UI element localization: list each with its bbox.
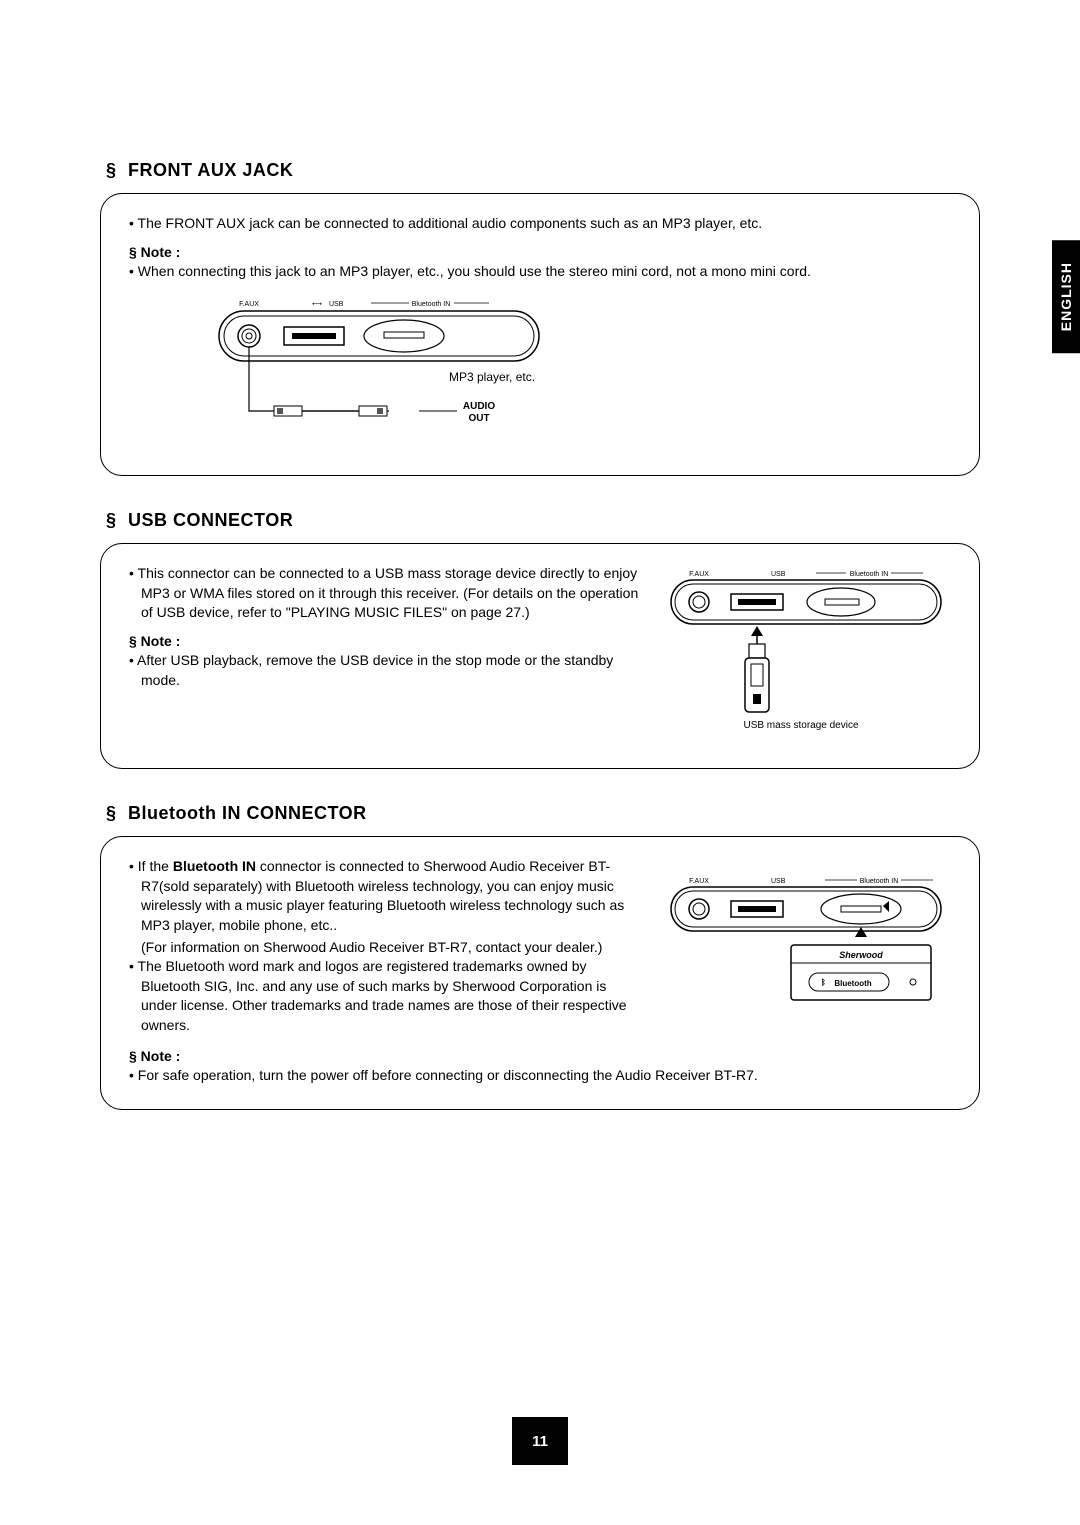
usb-device-label: USB mass storage device xyxy=(743,720,858,731)
bt-b1-pre: If the xyxy=(138,858,173,874)
section-title-text: USB CONNECTOR xyxy=(128,510,293,530)
section-title-bt: § Bluetooth IN CONNECTOR xyxy=(106,803,980,824)
section-title-text: FRONT AUX JACK xyxy=(128,160,293,180)
bt-note-text: For safe operation, turn the power off b… xyxy=(129,1066,951,1086)
bt-logo-text: Bluetooth xyxy=(834,979,871,988)
audio-out-2: OUT xyxy=(468,413,489,424)
usb-box: This connector can be connected to a USB… xyxy=(100,543,980,769)
page-container: ENGLISH § FRONT AUX JACK The FRONT AUX j… xyxy=(0,0,1080,1110)
usb-note-text: After USB playback, remove the USB devic… xyxy=(129,651,641,690)
section-marker-icon: § xyxy=(106,160,117,180)
label-faux: F.AUX xyxy=(239,301,259,308)
label-usb2: USB xyxy=(771,571,786,578)
usb-note-label: § Note : xyxy=(129,633,641,649)
section-title-aux: § FRONT AUX JACK xyxy=(106,160,980,181)
usb-diagram: F.AUX USB Bluetooth IN xyxy=(661,564,951,744)
label-usb: USB xyxy=(329,301,344,308)
usb-bullet: This connector can be connected to a USB… xyxy=(129,564,641,623)
section-marker-icon: § xyxy=(106,510,117,530)
label-bt3: Bluetooth IN xyxy=(860,878,899,885)
brand-label: Sherwood xyxy=(839,950,883,960)
aux-diagram: F.AUX USB ⟷ Bluetooth IN xyxy=(129,291,951,451)
svg-text:⟷: ⟷ xyxy=(312,301,322,308)
section-title-usb: § USB CONNECTOR xyxy=(106,510,980,531)
aux-box: The FRONT AUX jack can be connected to a… xyxy=(100,193,980,476)
svg-text:ᛒ: ᛒ xyxy=(821,978,826,987)
section-marker-icon: § xyxy=(106,803,117,823)
bt-b1-bold: Bluetooth IN xyxy=(173,858,256,874)
section-title-text: Bluetooth IN CONNECTOR xyxy=(128,803,367,823)
label-bt2: Bluetooth IN xyxy=(850,571,889,578)
aux-bullet: The FRONT AUX jack can be connected to a… xyxy=(129,214,951,234)
bt-note-label: § Note : xyxy=(129,1048,951,1064)
bt-bullet1-paren: (For information on Sherwood Audio Recei… xyxy=(129,938,641,958)
page-footer: 11 xyxy=(0,1417,1080,1465)
bt-bullet2: The Bluetooth word mark and logos are re… xyxy=(129,957,641,1035)
page-number: 11 xyxy=(512,1417,568,1465)
bt-bullet1: If the Bluetooth IN connector is connect… xyxy=(129,857,641,935)
aux-note-text: When connecting this jack to an MP3 play… xyxy=(129,262,951,282)
bt-diagram: F.AUX USB Bluetooth IN Sherwood xyxy=(661,857,951,1027)
language-tab: ENGLISH xyxy=(1052,240,1080,353)
label-faux2: F.AUX xyxy=(689,571,709,578)
label-bt: Bluetooth IN xyxy=(412,301,451,308)
audio-out-1: AUDIO xyxy=(463,401,495,412)
mp3-label: MP3 player, etc. xyxy=(449,370,535,384)
bt-box: If the Bluetooth IN connector is connect… xyxy=(100,836,980,1110)
label-faux3: F.AUX xyxy=(689,878,709,885)
aux-note-label: § Note : xyxy=(129,244,951,260)
label-usb3: USB xyxy=(771,878,786,885)
